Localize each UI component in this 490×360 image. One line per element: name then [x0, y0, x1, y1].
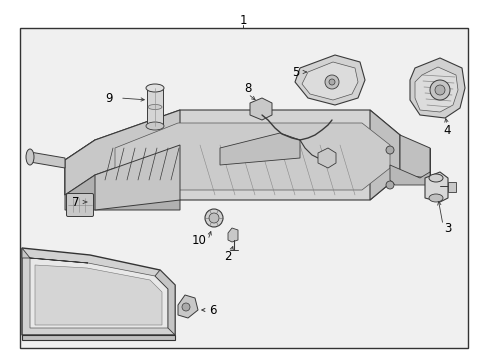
Polygon shape	[250, 98, 272, 120]
Polygon shape	[115, 123, 390, 190]
Text: 9: 9	[105, 91, 113, 104]
Polygon shape	[65, 140, 95, 195]
Circle shape	[430, 80, 450, 100]
Polygon shape	[147, 88, 163, 126]
Ellipse shape	[146, 84, 164, 92]
Polygon shape	[370, 110, 400, 200]
Polygon shape	[178, 295, 198, 318]
Polygon shape	[228, 228, 238, 242]
Circle shape	[329, 79, 335, 85]
Text: 8: 8	[245, 81, 252, 95]
Polygon shape	[425, 172, 448, 202]
Polygon shape	[390, 165, 430, 185]
Ellipse shape	[429, 194, 443, 202]
Text: 3: 3	[444, 221, 452, 234]
Ellipse shape	[148, 104, 162, 109]
Polygon shape	[95, 145, 180, 210]
Polygon shape	[302, 62, 358, 100]
Polygon shape	[65, 140, 95, 195]
Ellipse shape	[26, 149, 34, 165]
Text: 5: 5	[293, 66, 300, 78]
Text: 6: 6	[209, 303, 217, 316]
Circle shape	[435, 85, 445, 95]
Polygon shape	[95, 110, 400, 200]
Circle shape	[205, 209, 223, 227]
Polygon shape	[410, 58, 465, 118]
Text: 2: 2	[224, 249, 232, 262]
Circle shape	[182, 303, 190, 311]
Polygon shape	[155, 270, 175, 335]
Polygon shape	[415, 67, 458, 112]
Polygon shape	[448, 182, 456, 192]
Polygon shape	[400, 135, 430, 178]
Polygon shape	[22, 248, 88, 263]
Polygon shape	[220, 133, 300, 165]
Text: 7: 7	[72, 195, 80, 208]
Polygon shape	[295, 55, 365, 105]
Polygon shape	[35, 265, 162, 325]
Circle shape	[325, 75, 339, 89]
Polygon shape	[65, 110, 180, 195]
FancyBboxPatch shape	[67, 194, 94, 216]
Polygon shape	[30, 258, 168, 328]
Ellipse shape	[429, 174, 443, 182]
Circle shape	[386, 146, 394, 154]
Text: 10: 10	[192, 234, 206, 247]
Text: 1: 1	[239, 14, 247, 27]
Text: 4: 4	[443, 123, 451, 136]
Polygon shape	[30, 152, 65, 168]
Polygon shape	[65, 175, 180, 210]
Circle shape	[209, 213, 219, 223]
Polygon shape	[22, 335, 175, 340]
Polygon shape	[22, 248, 175, 335]
Ellipse shape	[146, 122, 164, 130]
Bar	[20, 28, 468, 348]
Polygon shape	[318, 148, 336, 168]
Circle shape	[386, 181, 394, 189]
